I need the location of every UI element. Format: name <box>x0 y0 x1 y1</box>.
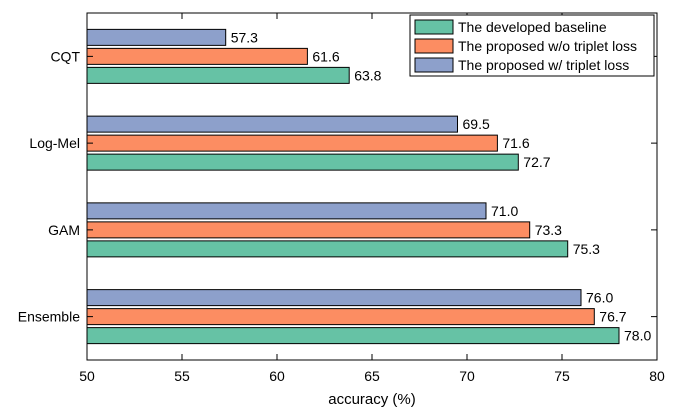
y-tick-label-ensemble: Ensemble <box>18 309 80 325</box>
bar-gam-series-3 <box>86 202 487 220</box>
bar-ensemble-series-1 <box>86 327 620 345</box>
x-tick-label: 80 <box>649 368 665 384</box>
bar-log-mel-series-1 <box>86 153 519 171</box>
x-tick-label: 65 <box>364 368 380 384</box>
legend-swatch-series-3 <box>414 57 454 73</box>
value-label-log-mel-series-2: 71.6 <box>502 135 529 151</box>
value-label-cqt-series-2: 61.6 <box>312 48 339 64</box>
bar-ensemble-series-2 <box>86 308 595 326</box>
x-tick-label: 60 <box>269 368 285 384</box>
bar-cqt-series-3 <box>86 28 227 46</box>
value-label-log-mel-series-1: 72.7 <box>523 154 550 170</box>
value-label-ensemble-series-3: 76.0 <box>586 290 613 306</box>
bar-ensemble-series-3 <box>86 289 582 307</box>
value-label-gam-series-1: 75.3 <box>573 241 600 257</box>
value-label-gam-series-3: 71.0 <box>491 203 518 219</box>
bar-log-mel-series-2 <box>86 134 498 152</box>
value-label-cqt-series-3: 57.3 <box>231 29 258 45</box>
value-label-cqt-series-1: 63.8 <box>354 67 381 83</box>
legend-label-series-3: The proposed w/ triplet loss <box>458 57 629 73</box>
value-label-ensemble-series-1: 78.0 <box>624 328 651 344</box>
bar-log-mel-series-3 <box>86 115 458 133</box>
y-tick-label-log-mel: Log-Mel <box>29 135 80 151</box>
x-tick-label: 50 <box>79 368 95 384</box>
y-axis-ticks: CQT Log-Mel GAM Ensemble <box>18 48 657 325</box>
bars-layer <box>86 28 620 345</box>
y-tick-label-gam: GAM <box>48 222 80 238</box>
value-label-ensemble-series-2: 76.7 <box>599 309 626 325</box>
bar-gam-series-1 <box>86 240 569 258</box>
value-label-gam-series-2: 73.3 <box>535 222 562 238</box>
bar-cqt-series-2 <box>86 47 308 65</box>
value-labels-layer: 57.3 61.6 63.8 69.5 71.6 72.7 71.0 73.3 75.3 76.0… <box>231 29 652 343</box>
bar-cqt-series-1 <box>86 66 350 84</box>
x-tick-label: 70 <box>459 368 475 384</box>
value-label-log-mel-series-3: 69.5 <box>463 116 490 132</box>
legend-label-series-2: The proposed w/o triplet loss <box>458 38 637 54</box>
x-tick-label: 75 <box>554 368 570 384</box>
x-axis-label: accuracy (%) <box>328 391 416 408</box>
legend-swatch-series-2 <box>414 38 454 54</box>
bar-gam-series-2 <box>86 221 531 239</box>
x-tick-label: 55 <box>174 368 190 384</box>
y-tick-label-cqt: CQT <box>50 48 80 64</box>
legend-swatch-series-1 <box>414 19 454 35</box>
legend: The developed baseline The proposed w/o t… <box>409 14 655 77</box>
legend-label-series-1: The developed baseline <box>458 19 607 35</box>
